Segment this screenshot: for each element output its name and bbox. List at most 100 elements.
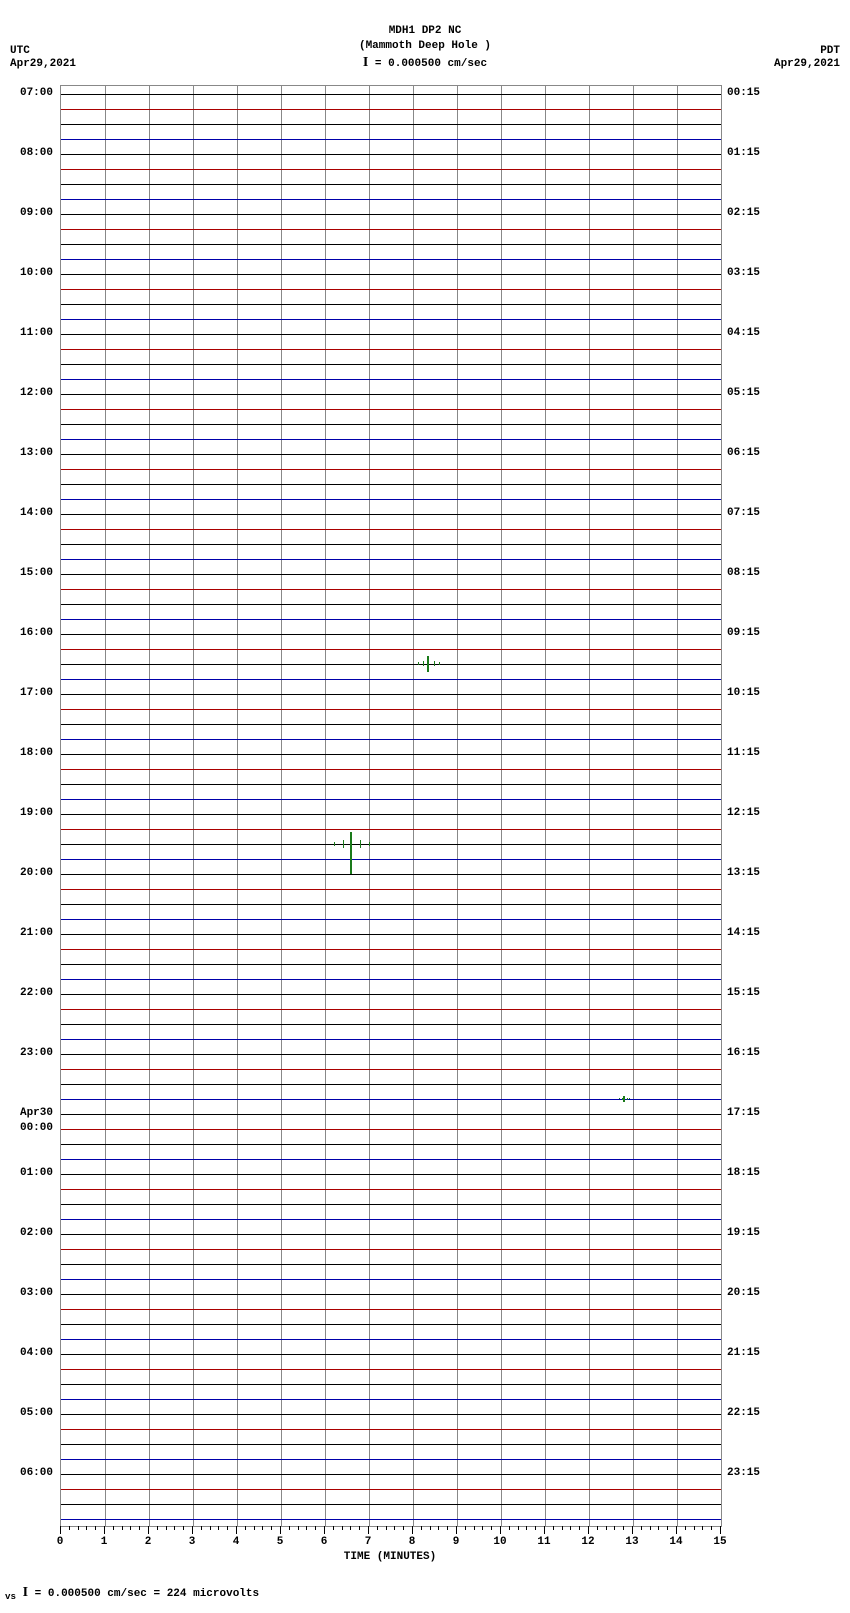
trace-row <box>61 109 721 110</box>
trace-row <box>61 844 721 845</box>
trace-row <box>61 934 721 935</box>
right-time-label: 13:15 <box>727 867 760 879</box>
trace-row <box>61 304 721 305</box>
left-time-label: 20:00 <box>0 867 53 879</box>
trace-row <box>61 664 721 665</box>
trace-row <box>61 859 721 860</box>
left-time-label: 05:00 <box>0 1407 53 1419</box>
right-time-label: 21:15 <box>727 1347 760 1359</box>
trace-row <box>61 949 721 950</box>
trace-row <box>61 1264 721 1265</box>
left-time-label: 06:00 <box>0 1467 53 1479</box>
trace-row <box>61 1144 721 1145</box>
seismogram-container: MDH1 DP2 NC (Mammoth Deep Hole ) I = 0.0… <box>0 0 850 1613</box>
trace-row <box>61 544 721 545</box>
right-time-label: 07:15 <box>727 507 760 519</box>
right-time-label: 05:15 <box>727 387 760 399</box>
trace-row <box>61 319 721 320</box>
left-time-label: 04:00 <box>0 1347 53 1359</box>
trace-row <box>61 244 721 245</box>
trace-row <box>61 1219 721 1220</box>
x-axis-tick-label: 2 <box>145 1536 152 1548</box>
trace-row <box>61 334 721 335</box>
right-time-label: 01:15 <box>727 147 760 159</box>
trace-row <box>61 139 721 140</box>
left-time-label: 02:00 <box>0 1227 53 1239</box>
trace-row <box>61 694 721 695</box>
right-time-label: 18:15 <box>727 1167 760 1179</box>
right-time-label: 14:15 <box>727 927 760 939</box>
trace-row <box>61 1429 721 1430</box>
right-time-label: 22:15 <box>727 1407 760 1419</box>
trace-row <box>61 994 721 995</box>
x-axis-tick-label: 11 <box>537 1536 550 1548</box>
x-axis-tick-label: 8 <box>409 1536 416 1548</box>
trace-row <box>61 469 721 470</box>
footer-scale: vs I = 0.000500 cm/sec = 224 microvolts <box>5 1585 259 1602</box>
right-time-label: 11:15 <box>727 747 760 759</box>
right-time-label: 12:15 <box>727 807 760 819</box>
left-time-label: 23:00 <box>0 1047 53 1059</box>
trace-row <box>61 499 721 500</box>
left-time-label: 12:00 <box>0 387 53 399</box>
trace-row <box>61 784 721 785</box>
trace-row <box>61 1354 721 1355</box>
left-time-label: 19:00 <box>0 807 53 819</box>
left-time-label: 03:00 <box>0 1287 53 1299</box>
x-axis-tick-label: 10 <box>493 1536 506 1548</box>
trace-row <box>61 559 721 560</box>
left-time-label: 00:00 <box>0 1122 53 1134</box>
trace-row <box>61 574 721 575</box>
trace-row <box>61 1324 721 1325</box>
x-axis-tick-label: 12 <box>581 1536 594 1548</box>
left-time-label: 13:00 <box>0 447 53 459</box>
left-time-label: 08:00 <box>0 147 53 159</box>
x-axis-tick-label: 1 <box>101 1536 108 1548</box>
trace-row <box>61 1399 721 1400</box>
x-axis-title: TIME (MINUTES) <box>60 1551 720 1563</box>
trace-row <box>61 1519 721 1520</box>
trace-row <box>61 1039 721 1040</box>
right-time-label: 15:15 <box>727 987 760 999</box>
x-axis-tick-label: 7 <box>365 1536 372 1548</box>
trace-row <box>61 1369 721 1370</box>
date-right: Apr29,2021 <box>774 58 840 70</box>
seismogram-plot <box>60 85 722 1527</box>
trace-row <box>61 799 721 800</box>
scale-header: I = 0.000500 cm/sec <box>0 55 850 71</box>
right-time-label: 10:15 <box>727 687 760 699</box>
trace-row <box>61 424 721 425</box>
x-axis-tick-label: 9 <box>453 1536 460 1548</box>
tz-right: PDT <box>820 45 840 57</box>
trace-row <box>61 1249 721 1250</box>
trace-row <box>61 1114 721 1115</box>
right-time-label: 19:15 <box>727 1227 760 1239</box>
left-time-label: 21:00 <box>0 927 53 939</box>
trace-row <box>61 1129 721 1130</box>
trace-row <box>61 289 721 290</box>
right-time-labels: 00:1501:1502:1503:1504:1505:1506:1507:15… <box>722 85 847 1525</box>
trace-row <box>61 1234 721 1235</box>
trace-row <box>61 154 721 155</box>
trace-row <box>61 1279 721 1280</box>
left-time-label: 17:00 <box>0 687 53 699</box>
trace-row <box>61 349 721 350</box>
trace-row <box>61 1489 721 1490</box>
left-time-label: 01:00 <box>0 1167 53 1179</box>
trace-row <box>61 1474 721 1475</box>
trace-row <box>61 1084 721 1085</box>
trace-row <box>61 1504 721 1505</box>
trace-row <box>61 484 721 485</box>
trace-row <box>61 829 721 830</box>
station-name: (Mammoth Deep Hole ) <box>0 40 850 52</box>
trace-row <box>61 529 721 530</box>
trace-row <box>61 439 721 440</box>
right-time-label: 00:15 <box>727 87 760 99</box>
right-time-label: 03:15 <box>727 267 760 279</box>
left-time-label: 07:00 <box>0 87 53 99</box>
trace-row <box>61 679 721 680</box>
right-time-label: 16:15 <box>727 1047 760 1059</box>
trace-row <box>61 1414 721 1415</box>
trace-row <box>61 1309 721 1310</box>
right-time-label: 08:15 <box>727 567 760 579</box>
